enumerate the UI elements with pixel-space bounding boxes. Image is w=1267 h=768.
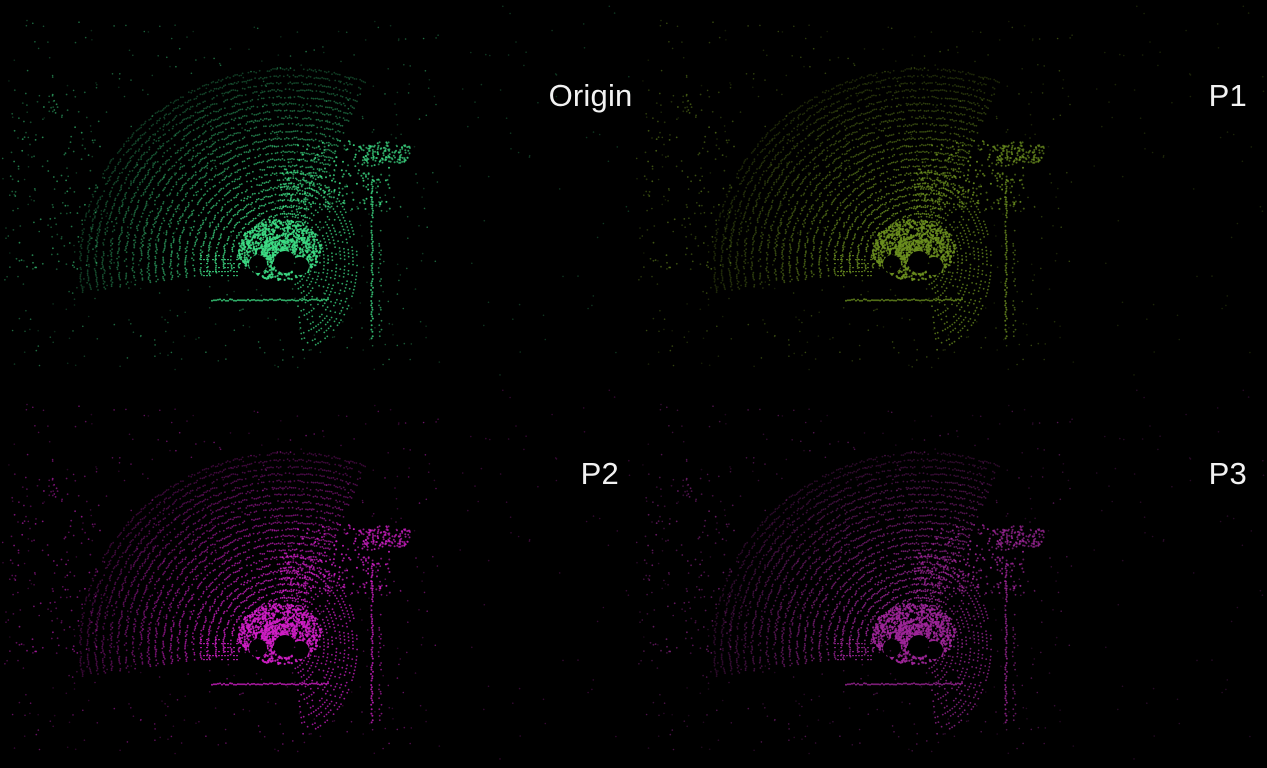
point-cloud-p1 — [635, 5, 1265, 376]
panel-label-original: Original — [549, 80, 633, 111]
panel-p3: P3 — [634, 384, 1267, 768]
panel-p1: P1 — [634, 0, 1267, 384]
panel-label-p3: P3 — [1209, 458, 1247, 489]
panel-label-p1: P1 — [1209, 80, 1247, 111]
panel-original: Original — [0, 0, 633, 384]
point-cloud-p3 — [635, 389, 1265, 760]
point-cloud-original — [1, 5, 631, 376]
point-cloud-p2 — [1, 389, 631, 760]
panel-p2: P2 — [0, 384, 633, 768]
panel-label-p2: P2 — [581, 458, 619, 489]
